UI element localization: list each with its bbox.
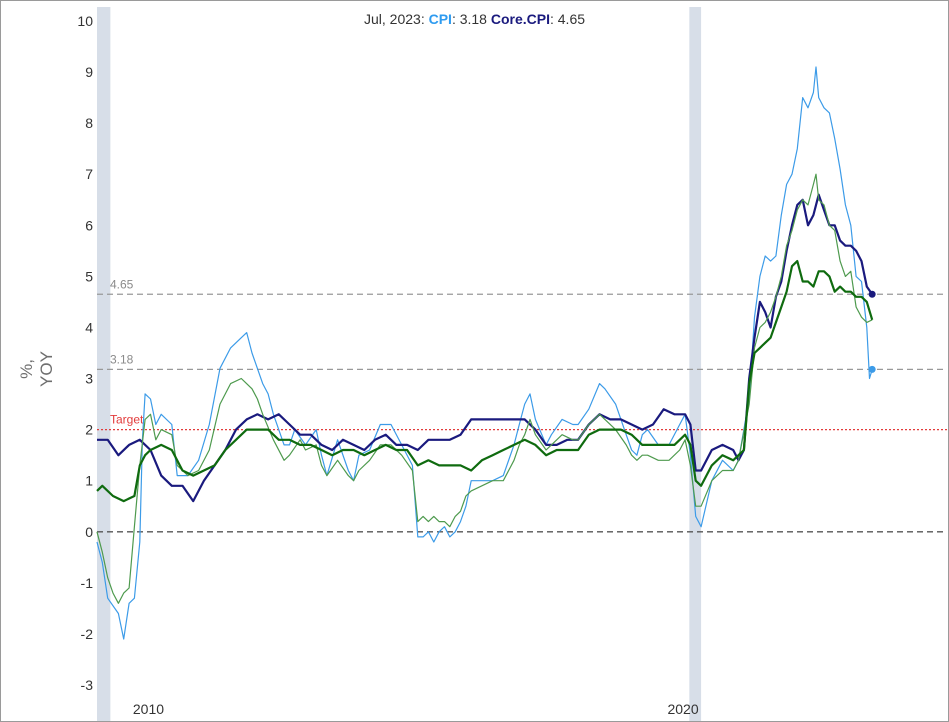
series-line-0: [96, 66, 873, 640]
y-tick-label: 4: [85, 319, 93, 335]
chart-header: Jul, 2023: CPI: 3.18 Core.CPI: 4.65: [363, 11, 586, 27]
y-tick-label: 1: [85, 473, 93, 489]
y-tick-label: 3: [85, 371, 93, 387]
y-tick-label: 0: [85, 524, 93, 540]
series-line-2: [96, 173, 873, 604]
x-tick-label: 2010: [133, 701, 164, 717]
header-cpi-name: CPI: [428, 11, 452, 27]
y-tick-label: 7: [85, 166, 93, 182]
reference-label-0: 4.65: [110, 277, 134, 291]
axis-ticks: -3 -2 -1 0 1 2 3 4 5 6 7 8 9 10 2010 2020: [77, 13, 698, 717]
y-tick-label: -2: [81, 626, 94, 642]
series-end-marker-1: [868, 290, 876, 298]
reference-lines: 4.65 3.18 Target: [97, 277, 947, 533]
header-core-name: Core.CPI: [490, 11, 550, 27]
y-tick-label: -3: [81, 677, 94, 693]
y-tick-label: 6: [85, 217, 93, 233]
recession-bands: [97, 7, 702, 721]
series-line-1: [97, 193, 874, 503]
y-tick-label: -1: [81, 575, 94, 591]
y-tick-label: 8: [85, 115, 93, 131]
y-tick-label: 9: [85, 64, 93, 80]
header-core-value: 4.65: [557, 11, 586, 27]
reference-label-2: Target: [110, 413, 144, 427]
series-end-marker-0: [868, 365, 876, 373]
x-tick-label: 2020: [667, 701, 698, 717]
reference-label-1: 3.18: [110, 352, 134, 366]
y-tick-label: 5: [85, 268, 93, 284]
header-date: Jul, 2023: [363, 11, 421, 27]
series-lines: [96, 66, 876, 640]
recession-band-0: [97, 7, 111, 721]
y-tick-label: 10: [77, 13, 93, 29]
series-line-3: [96, 260, 874, 503]
y-tick-label: 2: [85, 422, 93, 438]
recession-band-1: [689, 7, 702, 721]
header-cpi-value: 3.18: [459, 11, 487, 27]
